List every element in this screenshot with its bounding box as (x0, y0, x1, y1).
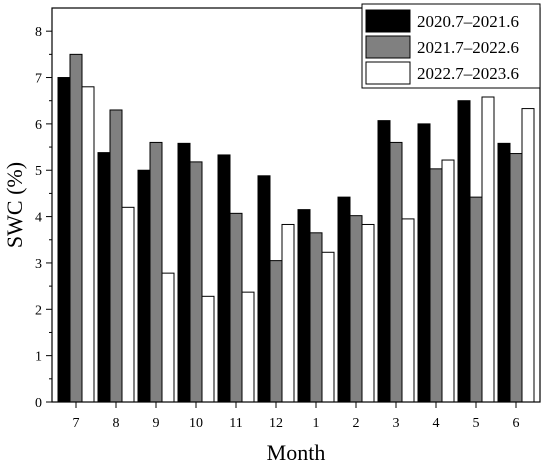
bar-s1-11 (217, 154, 231, 403)
y-tick-label: 6 (35, 118, 42, 133)
bar-s2-10 (189, 161, 203, 403)
bar-s3-2 (361, 223, 375, 403)
x-tick-label-11: 11 (229, 416, 242, 431)
y-tick-label: 8 (35, 25, 42, 40)
x-tick-label-12: 12 (269, 416, 283, 431)
bar-s3-11 (241, 291, 255, 403)
bar-s2-5 (469, 196, 483, 403)
x-tick-label-5: 5 (473, 416, 480, 431)
x-tick-label-6: 6 (513, 416, 520, 431)
bar-s1-10 (177, 142, 191, 403)
bar-s3-6 (521, 108, 535, 403)
bars-group (57, 53, 535, 403)
x-tick-label-9: 9 (153, 416, 160, 431)
y-tick-label: 1 (35, 350, 42, 365)
bar-s2-3 (389, 141, 403, 403)
bar-s3-5 (481, 96, 495, 403)
legend-label-3: 2022.7–2023.6 (417, 64, 519, 83)
bar-s1-7 (57, 77, 71, 403)
bar-s1-9 (137, 169, 151, 403)
y-tick-label: 5 (35, 164, 42, 179)
bar-s2-12 (269, 260, 283, 403)
y-tick-label: 4 (35, 211, 42, 226)
bar-s3-9 (161, 272, 175, 403)
x-tick-label-8: 8 (113, 416, 120, 431)
bar-s1-12 (257, 175, 271, 403)
legend: 2020.7–2021.6 2021.7–2022.6 2022.7–2023.6 (361, 3, 541, 89)
bar-s1-6 (497, 142, 511, 403)
x-tick-label-3: 3 (393, 416, 400, 431)
y-tick-label: 0 (35, 396, 42, 411)
legend-swatch-1 (365, 9, 411, 33)
bar-s1-2 (337, 196, 351, 403)
legend-swatch-2 (365, 35, 411, 59)
bar-s2-2 (349, 215, 363, 403)
x-tick-label-1: 1 (313, 416, 320, 431)
bar-s2-8 (109, 109, 123, 403)
bar-s2-9 (149, 141, 163, 403)
bar-s1-3 (377, 120, 391, 403)
bar-s2-4 (429, 168, 443, 403)
bar-s2-6 (509, 153, 523, 403)
bar-s2-11 (229, 212, 243, 403)
bar-s3-7 (81, 86, 95, 403)
bar-s2-1 (309, 232, 323, 403)
bar-s3-4 (441, 159, 455, 403)
bar-s3-1 (321, 251, 335, 403)
y-tick-label: 3 (35, 257, 42, 272)
x-axis: 7 8 9 10 11 12 1 2 3 4 5 6 (73, 402, 520, 431)
y-tick-label: 2 (35, 303, 42, 318)
y-axis-title: SWC (%) (2, 162, 27, 248)
bar-s3-10 (201, 295, 215, 403)
x-tick-label-10: 10 (189, 416, 203, 431)
bar-s3-3 (401, 218, 415, 403)
legend-label-1: 2020.7–2021.6 (417, 12, 519, 31)
x-tick-label-7: 7 (73, 416, 80, 431)
bar-s3-12 (281, 223, 295, 403)
legend-label-2: 2021.7–2022.6 (417, 38, 519, 57)
x-tick-label-4: 4 (433, 416, 440, 431)
bar-s1-1 (297, 209, 311, 403)
y-axis: 0 1 2 3 4 5 6 7 8 (35, 25, 52, 411)
x-tick-label-2: 2 (353, 416, 360, 431)
bar-s1-4 (417, 123, 431, 403)
bar-s1-5 (457, 100, 471, 403)
bar-s2-7 (69, 53, 83, 403)
legend-swatch-3 (365, 61, 411, 85)
plot-frame (51, 7, 541, 403)
x-axis-title: Month (267, 440, 326, 465)
bar-s3-8 (121, 206, 135, 403)
bar-s1-8 (97, 152, 111, 403)
y-tick-label: 7 (35, 72, 42, 87)
